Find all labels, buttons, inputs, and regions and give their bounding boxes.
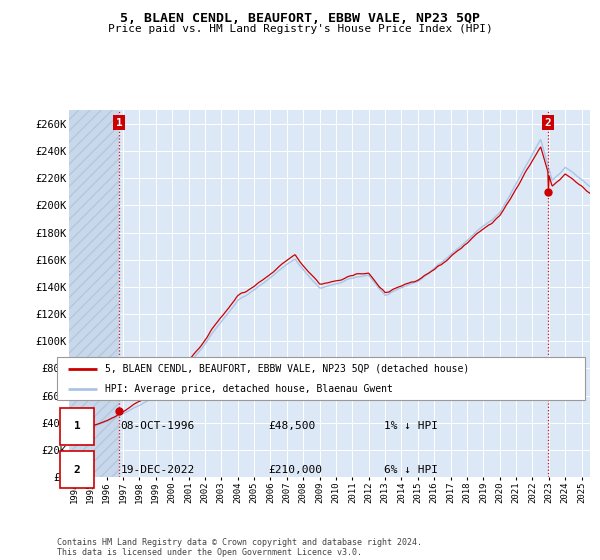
Text: 5, BLAEN CENDL, BEAUFORT, EBBW VALE, NP23 5QP (detached house): 5, BLAEN CENDL, BEAUFORT, EBBW VALE, NP2… (104, 363, 469, 374)
Bar (69, 110, 119, 477)
Text: 08-OCT-1996: 08-OCT-1996 (121, 421, 194, 431)
Text: 2: 2 (545, 118, 551, 128)
Text: 5, BLAEN CENDL, BEAUFORT, EBBW VALE, NP23 5QP: 5, BLAEN CENDL, BEAUFORT, EBBW VALE, NP2… (120, 12, 480, 25)
Text: 1% ↓ HPI: 1% ↓ HPI (385, 421, 439, 431)
Text: 6% ↓ HPI: 6% ↓ HPI (385, 465, 439, 475)
Text: 19-DEC-2022: 19-DEC-2022 (121, 465, 194, 475)
Text: Price paid vs. HM Land Registry's House Price Index (HPI): Price paid vs. HM Land Registry's House … (107, 24, 493, 34)
Text: 1: 1 (74, 421, 80, 431)
Text: 2: 2 (74, 465, 80, 475)
Text: HPI: Average price, detached house, Blaenau Gwent: HPI: Average price, detached house, Blae… (104, 384, 392, 394)
FancyBboxPatch shape (57, 357, 585, 400)
Text: £210,000: £210,000 (268, 465, 322, 475)
FancyBboxPatch shape (59, 408, 94, 445)
Text: Contains HM Land Registry data © Crown copyright and database right 2024.
This d: Contains HM Land Registry data © Crown c… (57, 538, 422, 557)
FancyBboxPatch shape (59, 451, 94, 488)
Text: 1: 1 (116, 118, 122, 128)
Text: £48,500: £48,500 (268, 421, 316, 431)
